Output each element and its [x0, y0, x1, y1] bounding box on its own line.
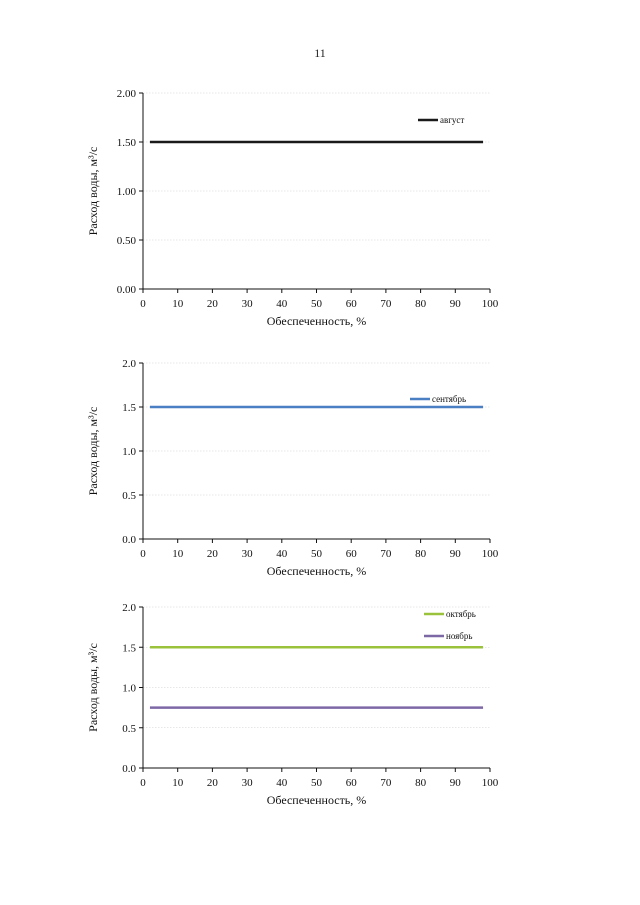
chart-1: 0.00 0.50 1.00 1.50 2.00 0 10 20 30 40 50 60 70 80 90 1… [86, 88, 499, 328]
x-tick-label: 50 [311, 548, 323, 560]
x-tick-label: 90 [450, 777, 462, 789]
y-tick-label: 0.5 [122, 490, 136, 502]
y-axis-label: Расход воды, м³/с [86, 407, 100, 496]
x-tick-label: 30 [242, 298, 254, 310]
x-tick-label: 60 [346, 548, 358, 560]
y-tick-label: 1.0 [122, 446, 136, 458]
y-tick-label: 1.5 [122, 402, 136, 414]
x-tick-label: 20 [207, 548, 219, 560]
y-tick-label: 0.0 [122, 534, 136, 546]
chart-2: 0.0 0.5 1.0 1.5 2.0 0 10 20 30 40 50 60 70 80 90 100 Обе… [86, 358, 499, 578]
x-tick-label: 50 [311, 777, 323, 789]
x-tick-label: 30 [242, 777, 254, 789]
x-tick-label: 20 [207, 298, 219, 310]
x-tick-label: 80 [415, 777, 427, 789]
x-tick-label: 0 [140, 298, 146, 310]
y-tick-label: 0.0 [122, 763, 136, 775]
x-tick-label: 100 [482, 777, 499, 789]
x-tick-label: 40 [276, 777, 288, 789]
x-tick-label: 80 [415, 298, 427, 310]
x-tick-label: 40 [276, 298, 288, 310]
x-axis-label: Обеспеченность, % [267, 564, 367, 578]
legend-label: август [440, 115, 464, 125]
legend-label: сентябрь [432, 394, 466, 404]
legend-label: ноябрь [446, 631, 472, 641]
x-tick-label: 40 [276, 548, 288, 560]
x-axis-label: Обеспеченность, % [267, 314, 367, 328]
y-tick-label: 0.50 [117, 235, 137, 247]
y-tick-label: 0.00 [117, 284, 137, 296]
x-tick-label: 80 [415, 548, 427, 560]
y-tick-label: 1.5 [122, 642, 136, 654]
x-tick-label: 10 [172, 777, 184, 789]
x-tick-label: 0 [140, 777, 146, 789]
y-tick-label: 0.5 [122, 723, 136, 735]
x-axis-label: Обеспеченность, % [267, 793, 367, 807]
chart-3: 0.0 0.5 1.0 1.5 2.0 0 10 20 30 40 50 60 70 80 90 100 Обе… [86, 602, 499, 807]
x-tick-label: 70 [380, 298, 392, 310]
y-axis-label: Расход воды, м³/с [86, 643, 100, 732]
y-tick-label: 1.50 [117, 137, 137, 149]
x-tick-label: 70 [380, 548, 392, 560]
legend-label: октябрь [446, 609, 476, 619]
x-tick-label: 60 [346, 777, 358, 789]
y-axis-label: Расход воды, м³/с [86, 147, 100, 236]
y-tick-label: 1.0 [122, 683, 136, 695]
y-tick-label: 2.0 [122, 358, 136, 370]
page-number: 11 [314, 46, 326, 60]
x-tick-label: 0 [140, 548, 146, 560]
y-tick-label: 1.00 [117, 186, 137, 198]
x-tick-label: 30 [242, 548, 254, 560]
y-tick-label: 2.00 [117, 88, 137, 100]
x-tick-label: 50 [311, 298, 323, 310]
y-tick-label: 2.0 [122, 602, 136, 614]
x-tick-label: 100 [482, 548, 499, 560]
x-tick-label: 10 [172, 548, 184, 560]
x-tick-label: 10 [172, 298, 184, 310]
x-tick-label: 90 [450, 298, 462, 310]
x-tick-label: 70 [380, 777, 392, 789]
x-tick-label: 100 [482, 298, 499, 310]
x-tick-label: 20 [207, 777, 219, 789]
x-tick-label: 90 [450, 548, 462, 560]
x-tick-label: 60 [346, 298, 358, 310]
